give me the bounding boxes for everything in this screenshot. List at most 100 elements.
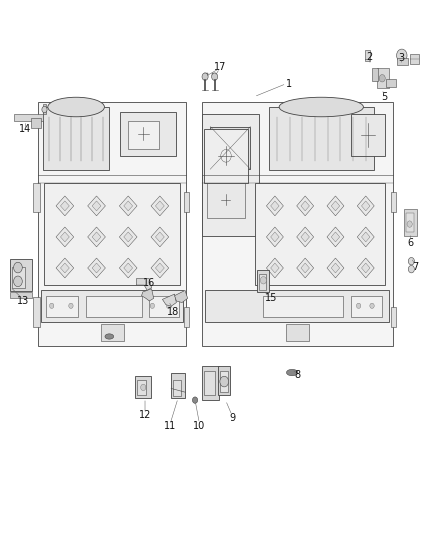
Circle shape [408, 257, 414, 265]
Bar [39, 102, 186, 346]
Bar [135, 376, 151, 398]
Circle shape [192, 397, 198, 403]
Ellipse shape [48, 97, 104, 117]
Bar [184, 307, 189, 327]
Ellipse shape [105, 334, 114, 339]
Polygon shape [266, 227, 283, 247]
Polygon shape [266, 258, 283, 278]
Bar [149, 296, 179, 317]
Bar [173, 380, 181, 396]
Polygon shape [92, 232, 101, 242]
Bar [386, 79, 396, 87]
Bar [184, 192, 189, 212]
Polygon shape [266, 196, 283, 216]
Polygon shape [361, 232, 370, 242]
Bar [391, 192, 396, 212]
Text: 12: 12 [139, 410, 151, 420]
Polygon shape [297, 227, 314, 247]
Circle shape [14, 262, 22, 273]
Polygon shape [60, 201, 69, 211]
Bar [44, 183, 180, 285]
Ellipse shape [286, 369, 298, 376]
Bar [86, 296, 142, 317]
Bar [210, 126, 251, 169]
Bar [259, 274, 266, 290]
Circle shape [260, 277, 266, 284]
Bar [14, 114, 43, 120]
Text: 14: 14 [19, 124, 32, 134]
Bar [257, 270, 269, 292]
Polygon shape [88, 196, 106, 216]
Bar [212, 73, 215, 76]
Polygon shape [155, 232, 164, 242]
Bar [10, 259, 32, 291]
Bar [43, 104, 46, 114]
Text: 15: 15 [265, 293, 277, 303]
Polygon shape [301, 263, 309, 273]
Polygon shape [327, 196, 344, 216]
Text: 8: 8 [294, 370, 300, 380]
Circle shape [150, 303, 155, 309]
Circle shape [202, 73, 208, 80]
Polygon shape [119, 196, 137, 216]
Text: 9: 9 [229, 413, 235, 423]
Bar [31, 118, 41, 127]
Polygon shape [271, 263, 279, 273]
Bar [205, 290, 389, 321]
Text: 13: 13 [17, 296, 29, 306]
Circle shape [49, 303, 54, 309]
Polygon shape [92, 263, 101, 273]
Polygon shape [271, 201, 279, 211]
Polygon shape [327, 227, 344, 247]
Bar [218, 366, 230, 395]
Bar [351, 296, 381, 317]
Text: 18: 18 [167, 306, 180, 317]
Bar [10, 292, 32, 298]
Bar [33, 183, 40, 212]
Circle shape [69, 303, 73, 309]
Bar [171, 373, 185, 398]
Bar [372, 68, 378, 81]
Polygon shape [297, 196, 314, 216]
Bar [204, 371, 215, 395]
Polygon shape [271, 232, 279, 242]
Circle shape [42, 107, 47, 113]
Polygon shape [141, 289, 154, 301]
Bar [410, 54, 419, 64]
Text: 2: 2 [366, 52, 372, 62]
Polygon shape [56, 258, 74, 278]
Polygon shape [155, 201, 164, 211]
Circle shape [408, 265, 414, 273]
Text: 1: 1 [286, 78, 292, 88]
Polygon shape [92, 201, 101, 211]
Polygon shape [331, 263, 340, 273]
Bar [255, 183, 385, 285]
Circle shape [357, 303, 361, 309]
Text: 11: 11 [164, 421, 177, 431]
Polygon shape [301, 201, 309, 211]
Bar [128, 120, 159, 149]
Bar [137, 381, 146, 395]
Bar [391, 307, 396, 327]
Bar [33, 297, 40, 327]
Text: 10: 10 [193, 421, 205, 431]
Bar [201, 102, 393, 346]
Bar [204, 73, 208, 76]
Polygon shape [151, 258, 169, 278]
Polygon shape [155, 263, 164, 273]
Bar [41, 290, 184, 321]
Bar [406, 214, 414, 232]
Bar [207, 181, 245, 218]
Bar [201, 114, 259, 236]
Bar [205, 129, 247, 183]
Bar [12, 266, 25, 288]
Polygon shape [119, 258, 137, 278]
Polygon shape [151, 227, 169, 247]
Polygon shape [88, 258, 106, 278]
Polygon shape [297, 258, 314, 278]
Polygon shape [327, 258, 344, 278]
Polygon shape [301, 232, 309, 242]
Bar [101, 324, 124, 341]
Polygon shape [175, 290, 187, 303]
Polygon shape [124, 232, 133, 242]
